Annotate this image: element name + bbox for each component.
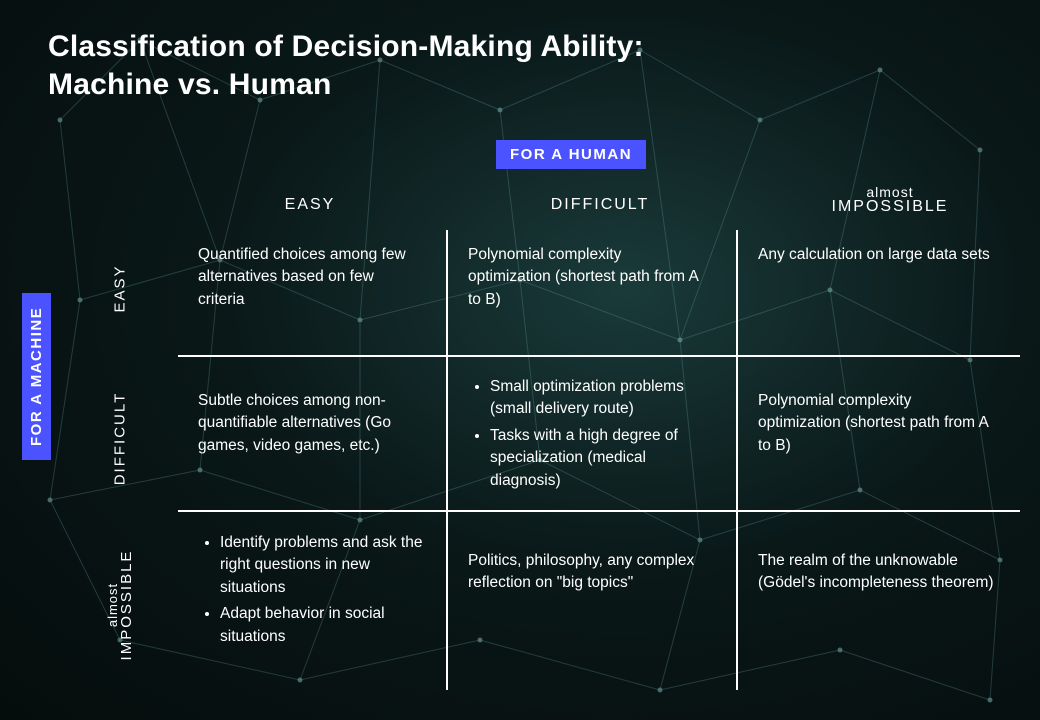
col-header-3: almost IMPOSSIBLE <box>760 184 1020 216</box>
cell-r1c3: Any calculation on large data sets <box>758 244 1010 266</box>
col-header-1: EASY <box>180 196 440 214</box>
content-layer: Classification of Decision-Making Abilit… <box>0 0 1040 720</box>
row-header-3: almost IMPOSSIBLE <box>105 515 135 695</box>
grid-hline-1 <box>178 355 1020 357</box>
row-header-1: EASY <box>112 209 129 369</box>
cell-r1c2: Polynomial complexity optimization (shor… <box>468 244 724 311</box>
cell-r2c1: Subtle choices among non-quantifiable al… <box>198 390 438 457</box>
page-title: Classification of Decision-Making Abilit… <box>48 28 644 103</box>
col-header-2-label: DIFFICULT <box>551 196 650 213</box>
cell-r3c1: Identify problems and ask the right ques… <box>198 532 444 652</box>
row-header-3-label: IMPOSSIBLE <box>118 550 135 661</box>
cell-list-item: Identify problems and ask the right ques… <box>220 532 428 599</box>
cell-list-item: Small optimization problems (small deliv… <box>490 376 712 421</box>
axis-badge-machine: FOR A MACHINE <box>22 293 51 460</box>
cell-r3c2: Politics, philosophy, any complex reflec… <box>468 550 724 595</box>
cell-r1c1: Quantified choices among few alternative… <box>198 244 438 311</box>
grid-vline-1 <box>446 230 448 690</box>
axis-badge-human: FOR A HUMAN <box>496 140 646 169</box>
col-header-1-label: EASY <box>285 196 336 213</box>
col-header-3-label: IMPOSSIBLE <box>832 198 949 215</box>
cell-list-item: Tasks with a high degree of specializati… <box>490 425 712 492</box>
row-header-2-label: DIFFICULT <box>112 392 129 486</box>
cell-list-item: Adapt behavior in social situations <box>220 603 428 648</box>
cell-r2c3: Polynomial complexity optimization (shor… <box>758 390 1010 457</box>
row-header-2: DIFFICULT <box>112 359 129 519</box>
col-header-2: DIFFICULT <box>470 196 730 214</box>
grid-hline-2 <box>178 510 1020 512</box>
grid-vline-2 <box>736 230 738 690</box>
grid-lines <box>0 0 1040 720</box>
cell-r3c3: The realm of the unknowable (Gödel's inc… <box>758 550 1010 595</box>
row-header-1-label: EASY <box>112 264 129 312</box>
cell-r2c2: Small optimization problems (small deliv… <box>468 376 728 496</box>
